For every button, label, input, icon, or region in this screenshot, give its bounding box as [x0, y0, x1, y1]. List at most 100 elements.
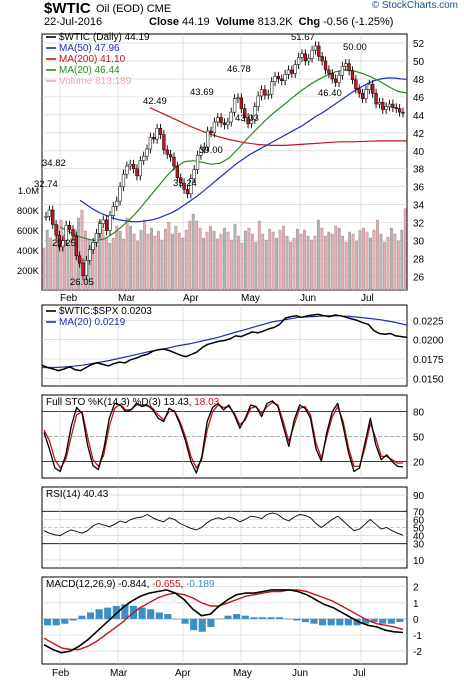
price-candle [347, 63, 351, 72]
volume-axis-label: 200K [17, 266, 40, 277]
price-candle [313, 45, 318, 51]
volume-bar [42, 247, 46, 291]
macd-histogram-bar [78, 615, 86, 619]
volume-bar [181, 237, 185, 291]
price-y-tick-label: 40 [413, 147, 425, 158]
volume-bar [108, 242, 112, 291]
volume-bar [223, 227, 226, 291]
volume-bar [157, 230, 160, 291]
price-candle [401, 111, 405, 114]
price-annotation: 26.05 [70, 277, 94, 288]
volume-bar [268, 228, 272, 291]
price-candle [179, 177, 183, 184]
price-candle [145, 148, 149, 157]
price-candle [206, 130, 210, 148]
price-candle [391, 103, 395, 108]
volume-bar [303, 229, 306, 291]
price-candle [371, 84, 375, 94]
price-annotation: 50.00 [343, 42, 367, 53]
volume-bar [170, 233, 174, 291]
volume-bar [205, 231, 209, 291]
macd-histogram-bar [44, 618, 52, 626]
volume-bar [337, 227, 341, 291]
stockcharts-logo: © StockCharts.com [371, 0, 458, 11]
volume-bar [230, 239, 233, 291]
price-candle [212, 121, 217, 134]
macd-histogram-bar [336, 618, 344, 626]
price-annotation: 39.00 [199, 145, 223, 156]
price-candle [266, 93, 270, 96]
volume-bar [104, 237, 108, 291]
price-candle [377, 102, 382, 105]
stoch-d-line [43, 401, 404, 469]
price-candle [243, 108, 247, 118]
volume-axis-label: 800K [17, 206, 40, 217]
volume-bar [146, 233, 150, 291]
ratio-y-tick-label: 0.0200 [413, 336, 444, 347]
price-annotation: 34.82 [42, 158, 66, 169]
macd-y-tick-label: 0 [413, 615, 419, 626]
rsi-y-tick-label: 10 [413, 556, 425, 567]
macd-histogram-bar [250, 617, 258, 619]
macd-histogram-bar [138, 607, 146, 619]
price-candle [246, 117, 250, 125]
volume-bar [129, 225, 133, 291]
price-candle [340, 66, 345, 76]
price-candle [253, 106, 257, 120]
macd-histogram-bar [190, 618, 198, 631]
volume-bar [174, 225, 178, 291]
volume-bar [115, 225, 119, 291]
volume-bar [362, 227, 365, 291]
macd-histogram-bar [276, 617, 284, 619]
price-y-tick-label: 26 [413, 273, 425, 284]
volume-bar [254, 241, 258, 291]
price-y-tick-label: 34 [413, 201, 425, 212]
price-candle [162, 134, 166, 151]
price-candle [222, 122, 227, 125]
volume-bar [153, 235, 157, 291]
x-tick-label: Apr [175, 668, 191, 679]
volume-bar [365, 231, 369, 291]
price-candle [364, 89, 368, 99]
volume-bar [396, 240, 400, 291]
close-label: Close [149, 16, 179, 28]
volume-bar [226, 231, 230, 291]
volume-bar [369, 237, 372, 291]
volume-bar [243, 230, 247, 291]
ratio-line [41, 313, 408, 372]
volume-bar [101, 228, 105, 291]
volume-bar [198, 227, 202, 291]
price-candle [51, 209, 55, 225]
rsi-y-tick-label: 60 [413, 515, 425, 526]
price-candle [337, 75, 341, 83]
price-candle [111, 206, 116, 216]
price-candle [219, 117, 223, 124]
volume-bar [348, 231, 352, 291]
volume-bar [237, 235, 240, 291]
price-candle [189, 178, 193, 195]
ticker-symbol: $WTIC [44, 0, 91, 17]
quote-summary: Close 44.19 Volume 813.2K Chg -0.56 (-1.… [149, 16, 393, 28]
volume-bar [351, 233, 355, 291]
volume-bar [247, 227, 251, 291]
volume-value: 813.2K [257, 16, 293, 28]
volume-bar [261, 233, 265, 291]
volume-bar [167, 221, 171, 291]
stoch-title: Full STO %K(14,3) %D(3) 13.43, 18.03 [46, 397, 220, 408]
volume-bar [275, 237, 279, 291]
volume-bar [316, 219, 320, 291]
macd-histogram-bar [379, 618, 387, 624]
price-candle [192, 169, 196, 179]
macd-histogram-bar [155, 612, 163, 619]
volume-bar [212, 230, 216, 291]
macd-histogram-bar [215, 618, 223, 620]
price-candle [64, 225, 68, 241]
volume-bar [160, 239, 164, 291]
price-candle [303, 53, 307, 62]
price-candle [148, 137, 153, 150]
volume-bar [184, 229, 188, 291]
price-candle [367, 84, 371, 90]
volume-bar [111, 237, 115, 291]
